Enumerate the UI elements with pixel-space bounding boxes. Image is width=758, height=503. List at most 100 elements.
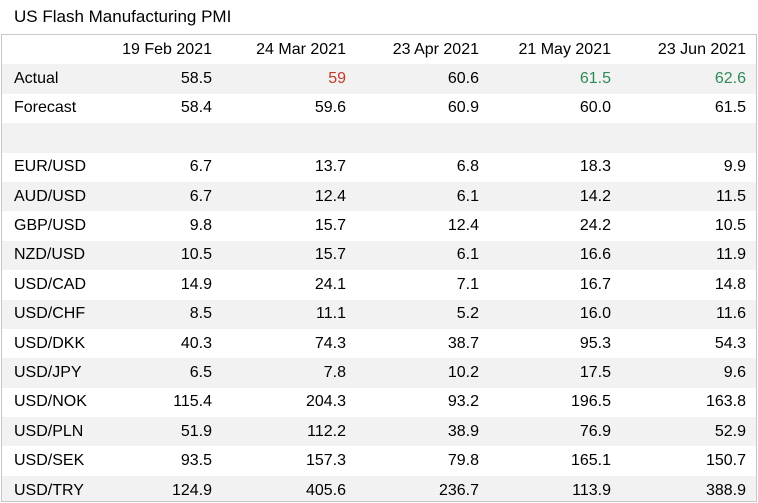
pair-value: 196.5 — [570, 393, 611, 411]
pair-value: 74.3 — [314, 334, 346, 352]
pair-label: USD/CHF — [2, 299, 96, 329]
spacer-cell — [222, 123, 356, 153]
pair-value: 38.7 — [447, 334, 479, 352]
currency-pair-row: USD/DKK 40.3 74.3 38.7 95.3 54.3 — [2, 329, 756, 358]
pair-value: 113.9 — [489, 475, 621, 501]
pair-value: 12.4 — [222, 181, 356, 212]
currency-pair-row: USD/SEK 93.5 157.3 79.8 165.1 150.7 — [2, 446, 756, 475]
pair-value: 124.9 — [96, 475, 222, 501]
actual-value: 62.6 — [621, 64, 756, 94]
pair-label: USD/TRY — [2, 475, 96, 501]
column-header: 24 Mar 2021 — [256, 40, 346, 58]
row-label: Forecast — [14, 99, 77, 117]
pair-label: USD/DKK — [14, 334, 86, 352]
pair-value: 5.2 — [356, 299, 489, 329]
pair-value: 112.2 — [222, 417, 356, 447]
spacer-row — [2, 123, 756, 153]
row-label: Actual — [2, 64, 96, 94]
spacer-cell — [2, 123, 96, 153]
header-row: 19 Feb 2021 24 Mar 2021 23 Apr 2021 21 M… — [2, 35, 756, 64]
pair-value: 6.7 — [189, 158, 212, 176]
currency-pair-row: USD/TRY 124.9 405.6 236.7 113.9 388.9 — [2, 475, 756, 501]
column-header: 19 Feb 2021 — [122, 40, 212, 58]
actual-value: 59 — [222, 64, 356, 94]
pair-value: 11.5 — [621, 181, 756, 212]
currency-pair-row: USD/CHF 8.5 11.1 5.2 16.0 11.6 — [2, 299, 756, 329]
pair-value: 24.2 — [579, 217, 611, 235]
pair-value: 93.2 — [447, 393, 479, 411]
currency-pair-row: USD/PLN 51.9 112.2 38.9 76.9 52.9 — [2, 417, 756, 447]
column-header: 21 May 2021 — [518, 40, 611, 58]
pair-value: 165.1 — [570, 452, 611, 470]
pair-value: 16.7 — [579, 275, 611, 293]
currency-pair-row: GBP/USD 9.8 15.7 12.4 24.2 10.5 — [2, 211, 756, 240]
pair-label: AUD/USD — [2, 181, 96, 212]
pair-value: 6.1 — [356, 240, 489, 271]
pair-value: 236.7 — [356, 475, 489, 501]
actual-value: 60.6 — [356, 64, 489, 94]
pair-value: 76.9 — [489, 417, 621, 447]
pair-label: GBP/USD — [14, 217, 87, 235]
pair-value: 24.1 — [314, 275, 346, 293]
pair-value: 157.3 — [305, 452, 346, 470]
forecast-value: 59.6 — [314, 99, 346, 117]
pair-value: 7.1 — [456, 275, 479, 293]
pair-label: NZD/USD — [2, 240, 96, 271]
table-title: US Flash Manufacturing PMI — [14, 7, 232, 26]
pair-label: USD/CAD — [14, 275, 87, 293]
pair-value: 8.5 — [96, 299, 222, 329]
forecast-value: 60.9 — [447, 99, 479, 117]
pair-value: 95.3 — [579, 334, 611, 352]
pair-value: 15.7 — [314, 217, 346, 235]
pair-value: 9.6 — [621, 358, 756, 388]
currency-pair-row: AUD/USD 6.7 12.4 6.1 14.2 11.5 — [2, 181, 756, 212]
pair-value: 6.1 — [356, 181, 489, 212]
forecast-value: 61.5 — [714, 99, 746, 117]
actual-row: Actual 58.5 59 60.6 61.5 62.6 — [2, 64, 756, 94]
pmi-table: 19 Feb 2021 24 Mar 2021 23 Apr 2021 21 M… — [2, 35, 756, 501]
pair-value: 115.4 — [173, 393, 212, 411]
pair-value: 150.7 — [705, 452, 746, 470]
forecast-value: 58.4 — [180, 99, 212, 117]
pair-value: 79.8 — [447, 452, 479, 470]
pair-value: 6.5 — [96, 358, 222, 388]
pair-value: 10.2 — [356, 358, 489, 388]
spacer-cell — [96, 123, 222, 153]
currency-pairs-body: EUR/USD 6.7 13.7 6.8 18.3 9.9 AUD/USD 6.7 12.4 6.… — [2, 153, 756, 501]
currency-pair-row: USD/NOK 115.4 204.3 93.2 196.5 163.8 — [2, 388, 756, 417]
pair-value: 204.3 — [305, 393, 346, 411]
column-header: 23 Jun 2021 — [657, 40, 746, 58]
pair-value: 13.7 — [314, 158, 346, 176]
pair-value: 16.6 — [489, 240, 621, 271]
pair-value: 388.9 — [621, 475, 756, 501]
pair-value: 405.6 — [222, 475, 356, 501]
pair-value: 6.8 — [456, 158, 479, 176]
currency-pair-row: EUR/USD 6.7 13.7 6.8 18.3 9.9 — [2, 153, 756, 182]
pair-value: 14.9 — [180, 275, 212, 293]
forecast-value: 60.0 — [579, 99, 611, 117]
header-corner — [2, 35, 96, 64]
pair-label: EUR/USD — [14, 158, 87, 176]
pair-value: 17.5 — [489, 358, 621, 388]
pair-value: 7.8 — [222, 358, 356, 388]
pair-value: 40.3 — [180, 334, 212, 352]
pair-value: 14.2 — [489, 181, 621, 212]
forecast-row: Forecast 58.4 59.6 60.9 60.0 61.5 — [2, 94, 756, 123]
pair-label: USD/NOK — [14, 393, 87, 411]
actual-value: 61.5 — [489, 64, 621, 94]
pair-value: 51.9 — [96, 417, 222, 447]
pair-value: 9.9 — [723, 158, 746, 176]
pair-value: 93.5 — [180, 452, 212, 470]
column-header: 23 Apr 2021 — [392, 40, 479, 58]
pair-value: 9.8 — [189, 217, 212, 235]
actual-value: 58.5 — [96, 64, 222, 94]
pair-value: 11.6 — [621, 299, 756, 329]
pair-value: 54.3 — [714, 334, 746, 352]
spacer-cell — [621, 123, 756, 153]
pair-value: 12.4 — [447, 217, 479, 235]
pair-value: 11.9 — [621, 240, 756, 271]
pair-value: 163.8 — [705, 393, 746, 411]
pair-value: 15.7 — [222, 240, 356, 271]
pair-value: 16.0 — [489, 299, 621, 329]
pmi-table-container: 19 Feb 2021 24 Mar 2021 23 Apr 2021 21 M… — [1, 34, 757, 502]
